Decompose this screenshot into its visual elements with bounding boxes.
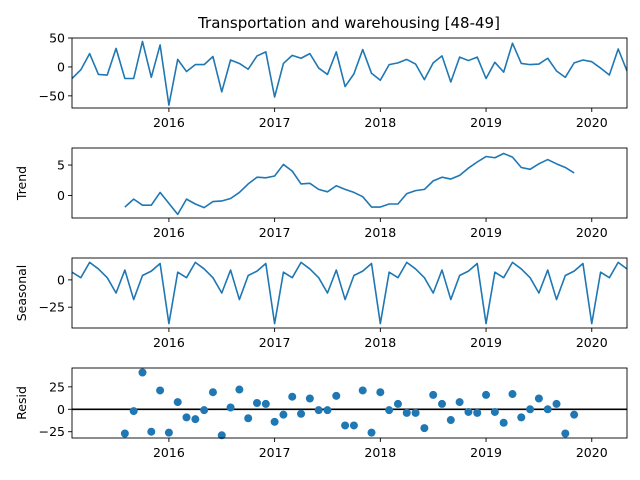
resid-point	[120, 429, 129, 438]
seasonal-series-line	[72, 261, 627, 325]
resid-point	[226, 403, 235, 412]
panel-observed: −50 0 50 2016 2017 2018 2019 2020	[39, 31, 628, 130]
resid-point	[499, 418, 508, 427]
resid-point	[464, 407, 473, 416]
trend-x-tick-label: 2019	[470, 225, 502, 240]
observed-x-tick-label: 2019	[470, 115, 502, 130]
resid-point	[235, 385, 244, 394]
resid-point	[526, 405, 535, 414]
resid-axes-frame	[71, 367, 628, 439]
seasonal-x-tick-label: 2017	[259, 335, 291, 350]
resid-point	[332, 391, 341, 400]
resid-point	[182, 413, 191, 422]
resid-point	[288, 392, 297, 401]
resid-point	[429, 390, 438, 399]
resid-point	[393, 399, 402, 408]
resid-point	[561, 429, 570, 438]
observed-x-tick-label: 2018	[364, 115, 396, 130]
resid-point	[349, 421, 358, 430]
resid-point	[217, 431, 226, 440]
trend-y-tick-label: 5	[57, 158, 65, 173]
resid-point	[482, 390, 491, 399]
seasonal-y-tick-label: 0	[57, 272, 65, 287]
resid-x-tick-label: 2016	[153, 445, 185, 460]
seasonal-x-tick-label: 2016	[153, 335, 185, 350]
resid-point	[314, 406, 323, 415]
resid-point	[534, 394, 543, 403]
resid-x-tick-label: 2020	[576, 445, 608, 460]
resid-point	[455, 398, 464, 407]
resid-point	[208, 388, 217, 397]
panel-seasonal: −25 0 2016 2017 2018 2019 2020 Seasonal	[14, 257, 628, 350]
seasonal-y-tick-label: −25	[39, 300, 65, 315]
trend-x-tick-label: 2017	[259, 225, 291, 240]
trend-y-tick-label: 0	[57, 188, 65, 203]
seasonal-x-tick-label: 2018	[364, 335, 396, 350]
observed-y-tick-label: 0	[57, 59, 65, 74]
observed-y-tick-label: −50	[39, 88, 65, 103]
trend-series-line	[124, 152, 575, 216]
resid-point	[341, 421, 350, 430]
resid-point	[490, 407, 499, 416]
resid-point	[156, 386, 165, 395]
resid-point	[191, 415, 200, 424]
trend-axes-frame	[71, 147, 628, 219]
resid-point	[164, 428, 173, 437]
panels: −50 0 50 2016 2017 2018 2019 2020 0 5 2016 2017 2018…	[14, 31, 628, 460]
resid-point	[173, 398, 182, 407]
resid-point	[323, 406, 332, 415]
seasonal-x-tick-label: 2020	[576, 335, 608, 350]
resid-point	[552, 399, 561, 408]
resid-point	[305, 394, 314, 403]
trend-x-tick-label: 2016	[153, 225, 185, 240]
resid-point	[420, 424, 429, 433]
observed-axes-frame	[71, 37, 628, 109]
seasonal-x-tick-label: 2019	[470, 335, 502, 350]
resid-y-axis-label: Resid	[14, 386, 29, 420]
observed-x-tick-label: 2020	[576, 115, 608, 130]
seasonal-y-axis-label: Seasonal	[14, 265, 29, 322]
resid-point	[129, 407, 138, 416]
resid-x-tick-label: 2017	[259, 445, 291, 460]
resid-point	[402, 408, 411, 417]
resid-y-tick-label: −25	[39, 424, 65, 439]
resid-point	[473, 408, 482, 417]
resid-point	[253, 399, 261, 407]
resid-point	[270, 417, 279, 426]
resid-point	[358, 386, 367, 395]
resid-point	[543, 405, 552, 414]
resid-point	[438, 399, 446, 408]
trend-x-tick-label: 2018	[364, 225, 396, 240]
resid-point	[279, 410, 288, 419]
resid-point	[261, 399, 270, 408]
resid-y-tick-label: 0	[57, 402, 65, 417]
resid-point	[517, 413, 526, 422]
chart-title: Transportation and warehousing [48-49]	[197, 14, 500, 32]
panel-trend: 0 5 2016 2017 2018 2019 2020 Trend	[14, 147, 628, 240]
observed-y-tick-label: 50	[49, 31, 65, 46]
resid-point	[138, 368, 147, 377]
resid-point	[446, 416, 455, 425]
observed-series-line	[72, 40, 627, 106]
resid-point	[385, 406, 394, 415]
resid-y-tick-label: 25	[49, 379, 65, 394]
trend-y-axis-label: Trend	[14, 166, 29, 201]
observed-x-tick-label: 2016	[153, 115, 185, 130]
resid-x-tick-label: 2019	[470, 445, 502, 460]
resid-point	[244, 414, 253, 423]
observed-x-tick-label: 2017	[259, 115, 291, 130]
resid-point	[200, 406, 209, 415]
resid-point	[297, 409, 306, 418]
resid-point	[508, 390, 517, 399]
resid-point	[147, 427, 156, 436]
resid-point	[376, 388, 385, 397]
trend-x-tick-label: 2020	[576, 225, 608, 240]
seasonal-axes-frame	[71, 257, 628, 329]
resid-point	[411, 408, 420, 417]
resid-point	[367, 428, 376, 437]
resid-point	[570, 410, 579, 419]
panel-resid: −25 0 25 2016 2017 2018 2019 2020 Resid	[14, 367, 628, 460]
resid-x-tick-label: 2018	[364, 445, 396, 460]
